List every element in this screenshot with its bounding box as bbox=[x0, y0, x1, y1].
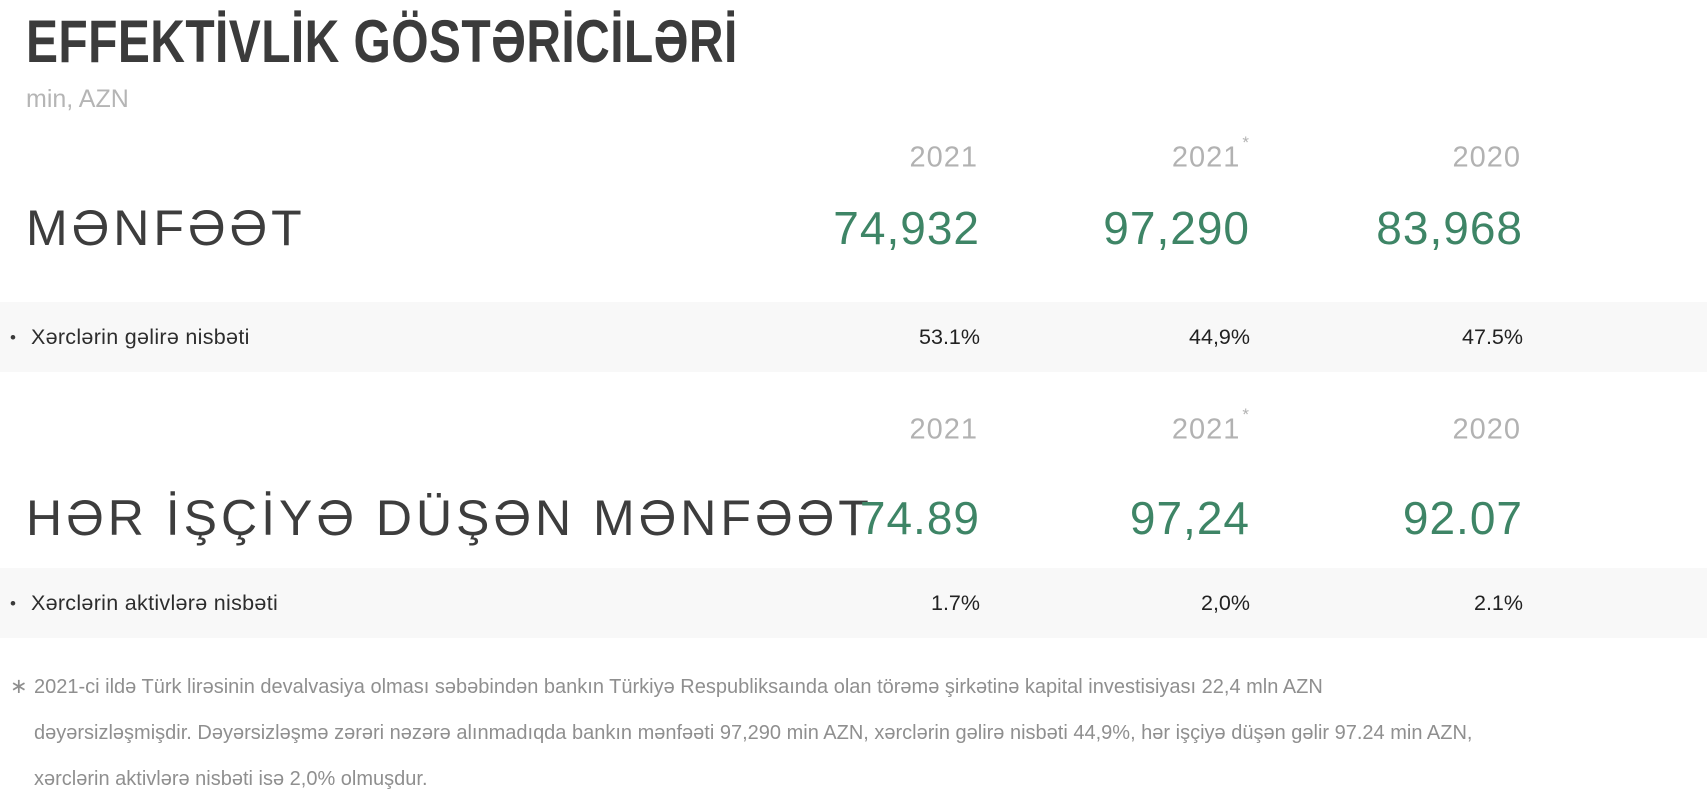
ratio-label-area: • Xərclərin gəlirə nisbəti bbox=[10, 325, 710, 350]
year-label: 2021 bbox=[1171, 413, 1241, 446]
bullet-icon: • bbox=[10, 327, 16, 347]
ratio-value: 2,0% bbox=[1200, 590, 1250, 615]
metric-value: 92.07 bbox=[1402, 492, 1523, 544]
ratio-row-cost-to-income: • Xərclərin gəlirə nisbəti 53.1% 44,9% 4… bbox=[0, 302, 1707, 372]
metric-label: MƏNFƏƏT bbox=[26, 200, 306, 256]
section-profit: 2021 2021 * 2020 MƏNFƏƏT 74,932 97,290 83… bbox=[0, 133, 1707, 372]
ratio-row-cost-to-assets: • Xərclərin aktivlərə nisbəti 1.7% 2,0% … bbox=[0, 568, 1707, 638]
year-header-row: 2021 2021 * 2020 bbox=[0, 405, 1707, 447]
metric-value: 74,932 bbox=[833, 202, 980, 254]
year-label: 2020 bbox=[1452, 413, 1521, 446]
footnote: ∗ 2021-ci ildə Türk lirəsinin devalvasiy… bbox=[10, 664, 1707, 802]
ratio-label: Xərclərin gəlirə nisbəti bbox=[30, 324, 250, 349]
asterisk-superscript: * bbox=[1242, 404, 1250, 424]
ratio-value: 44,9% bbox=[1189, 324, 1250, 349]
ratio-value: 1.7% bbox=[930, 590, 980, 615]
page-header: EFFEKTİVLİK GÖSTƏRİCİLƏRİ min, AZN bbox=[0, 8, 1707, 113]
year-header: 2021 bbox=[710, 413, 980, 447]
metric-value: 83,968 bbox=[1376, 202, 1523, 254]
year-label: 2020 bbox=[1452, 141, 1521, 174]
ratio-value: 47.5% bbox=[1462, 324, 1523, 349]
footnote-asterisk: ∗ bbox=[10, 675, 28, 698]
year-header: 2021 bbox=[710, 141, 980, 175]
section-profit-per-employee: 2021 2021 * 2020 HƏR İŞÇİYƏ DÜŞƏN MƏNFƏƏT… bbox=[0, 405, 1707, 638]
metric-value: 97,290 bbox=[1103, 202, 1250, 254]
footnote-line: xərclərin aktivlərə nisbəti isə 2,0% olm… bbox=[34, 768, 428, 790]
bullet-icon: • bbox=[10, 593, 16, 613]
page-subtitle: min, AZN bbox=[26, 85, 129, 113]
page-title: EFFEKTİVLİK GÖSTƏRİCİLƏRİ bbox=[26, 8, 738, 75]
year-header: 2020 bbox=[1250, 413, 1523, 447]
year-header: 2021 * bbox=[980, 133, 1250, 175]
year-header-row: 2021 2021 * 2020 bbox=[0, 133, 1707, 175]
asterisk-superscript: * bbox=[1242, 132, 1250, 152]
footnote-line: 2021-ci ildə Türk lirəsinin devalvasiya … bbox=[34, 676, 1323, 698]
ratio-label: Xərclərin aktivlərə nisbəti bbox=[30, 590, 279, 615]
year-label: 2021 bbox=[909, 413, 978, 446]
metric-value: 97,24 bbox=[1129, 492, 1250, 544]
metric-row-profit-per-employee: HƏR İŞÇİYƏ DÜŞƏN MƏNFƏƏT 74.89 97,24 92.… bbox=[0, 486, 1707, 550]
ratio-label-area: • Xərclərin aktivlərə nisbəti bbox=[10, 591, 710, 616]
year-header: 2020 bbox=[1250, 141, 1523, 175]
year-label: 2021 bbox=[1171, 141, 1241, 174]
metric-label: HƏR İŞÇİYƏ DÜŞƏN MƏNFƏƏT bbox=[26, 490, 873, 546]
metric-row-profit: MƏNFƏƏT 74,932 97,290 83,968 bbox=[0, 196, 1707, 260]
metric-value: 74.89 bbox=[859, 492, 980, 544]
footnote-text: 2021-ci ildə Türk lirəsinin devalvasiya … bbox=[34, 664, 1707, 802]
year-header: 2021 * bbox=[980, 405, 1250, 447]
ratio-value: 53.1% bbox=[919, 324, 980, 349]
year-label: 2021 bbox=[909, 141, 978, 174]
ratio-value: 2.1% bbox=[1473, 590, 1523, 615]
footnote-line: dəyərsizləşmişdir. Dəyərsizləşmə zərəri … bbox=[34, 722, 1473, 744]
